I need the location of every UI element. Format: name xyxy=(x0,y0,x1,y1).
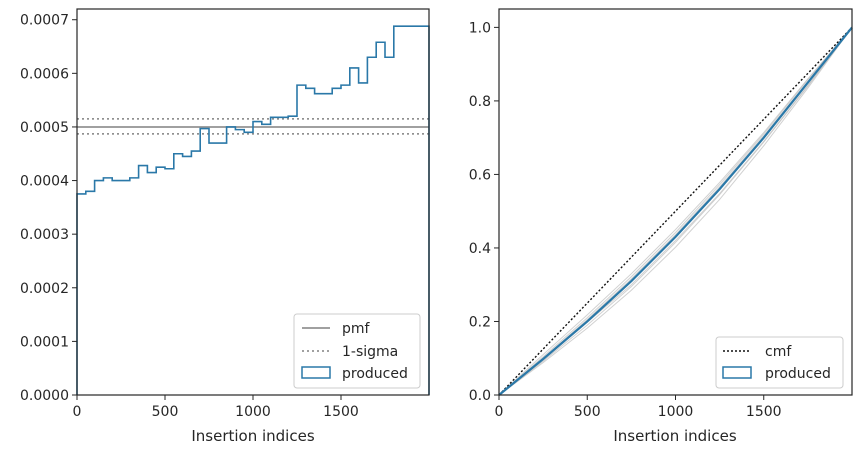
left-ytick-label: 0.0006 xyxy=(20,66,69,82)
left-xtick-label: 500 xyxy=(152,404,179,420)
right-xtick-label: 1000 xyxy=(658,404,694,420)
left-ytick-label: 0.0004 xyxy=(20,174,69,190)
right-xtick-label: 500 xyxy=(574,404,601,420)
right-y-axis: 0.0 0.2 0.4 0.6 0.8 1.0 xyxy=(469,20,499,404)
left-axes-frame xyxy=(76,8,430,396)
legend-pmf-label: pmf xyxy=(342,321,371,337)
right-legend: cmf produced xyxy=(715,336,844,389)
produced-cdf-line xyxy=(498,26,853,396)
left-ytick-label: 0.0003 xyxy=(20,227,69,243)
left-plot-area xyxy=(76,25,430,395)
right-xtick-label: 0 xyxy=(495,404,504,420)
right-legend-box xyxy=(715,336,844,389)
left-ytick-label: 0.0005 xyxy=(20,120,69,136)
right-xtick-label: 1500 xyxy=(746,404,782,420)
left-ytick-label: 0.0001 xyxy=(20,334,69,350)
right-x-axis: 0 500 1000 1500 xyxy=(495,395,782,420)
right-ytick-label: 0.4 xyxy=(469,241,491,257)
legend-produced-label: produced xyxy=(342,366,408,382)
left-xtick-label: 1500 xyxy=(323,404,359,420)
left-legend-box xyxy=(293,313,421,389)
right-ytick-label: 0.6 xyxy=(469,167,491,183)
right-ytick-label: 1.0 xyxy=(469,20,491,36)
cmf-line xyxy=(498,26,853,396)
sample-cdf-line xyxy=(498,27,853,396)
left-ytick-label: 0.0002 xyxy=(20,281,69,297)
legend-produced-swatch xyxy=(301,366,331,379)
left-chart-pmf: 0.0000 0.0001 0.0002 0.0003 0.0004 0.0005 0.00… xyxy=(20,8,430,445)
left-legend: pmf 1-sigma produced xyxy=(293,313,421,389)
left-ytick-label: 0.0000 xyxy=(20,388,69,404)
left-xtick-label: 1000 xyxy=(235,404,271,420)
legend-produced-label-right: produced xyxy=(765,366,831,382)
right-ytick-label: 0.2 xyxy=(469,314,491,330)
sample-cdf-line xyxy=(498,27,853,396)
right-chart-cmf: 0.0 0.2 0.4 0.6 0.8 1.0 0 500 1000 1500 Insertio… xyxy=(469,8,853,445)
right-ytick-label: 0.8 xyxy=(469,94,491,110)
left-x-axis-label: Insertion indices xyxy=(191,427,314,445)
left-ytick-label: 0.0007 xyxy=(20,13,69,29)
legend-cmf-label: cmf xyxy=(765,344,792,360)
left-x-axis: 0 500 1000 1500 xyxy=(73,395,359,420)
legend-produced-swatch-right xyxy=(722,366,752,379)
right-ytick-label: 0.0 xyxy=(469,388,491,404)
right-axes-frame xyxy=(498,8,853,396)
right-plot-area xyxy=(498,26,853,396)
left-y-axis: 0.0000 0.0001 0.0002 0.0003 0.0004 0.0005 0.00… xyxy=(20,13,77,404)
right-x-axis-label: Insertion indices xyxy=(613,427,736,445)
legend-1sigma-label: 1-sigma xyxy=(342,344,398,360)
produced-histogram-step xyxy=(76,25,430,395)
left-xtick-label: 0 xyxy=(73,404,82,420)
sample-cdf-line xyxy=(498,27,853,396)
